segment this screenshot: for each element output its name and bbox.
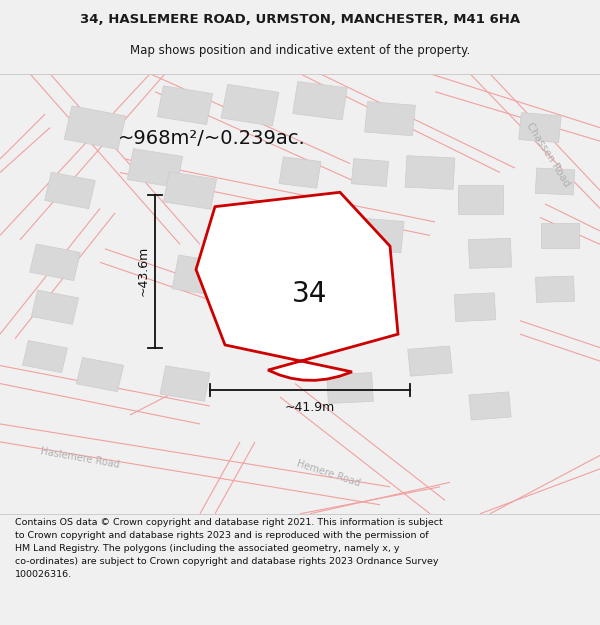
Polygon shape (536, 276, 574, 302)
Polygon shape (23, 341, 67, 372)
Text: Haslemere Road: Haslemere Road (40, 446, 121, 470)
Polygon shape (76, 357, 124, 392)
Polygon shape (64, 106, 126, 149)
Text: ~968m²/~0.239ac.: ~968m²/~0.239ac. (118, 129, 306, 148)
Text: 34: 34 (292, 280, 328, 308)
Polygon shape (356, 218, 404, 252)
Polygon shape (172, 255, 228, 296)
Text: ~41.9m: ~41.9m (285, 401, 335, 414)
Polygon shape (44, 173, 95, 209)
Polygon shape (29, 244, 80, 281)
Polygon shape (279, 157, 321, 188)
Polygon shape (31, 290, 79, 324)
Polygon shape (454, 293, 496, 322)
Polygon shape (127, 149, 182, 188)
Polygon shape (541, 222, 579, 248)
Polygon shape (405, 156, 455, 189)
Polygon shape (365, 101, 415, 136)
Polygon shape (221, 84, 279, 126)
Polygon shape (326, 372, 373, 404)
Polygon shape (160, 366, 210, 401)
Text: Map shows position and indicative extent of the property.: Map shows position and indicative extent… (130, 44, 470, 58)
Polygon shape (352, 159, 389, 186)
Polygon shape (328, 273, 373, 305)
Text: Contains OS data © Crown copyright and database right 2021. This information is : Contains OS data © Crown copyright and d… (15, 518, 443, 579)
Polygon shape (196, 192, 398, 381)
Text: 34, HASLEMERE ROAD, URMSTON, MANCHESTER, M41 6HA: 34, HASLEMERE ROAD, URMSTON, MANCHESTER,… (80, 13, 520, 26)
Polygon shape (535, 168, 575, 195)
Polygon shape (163, 172, 217, 209)
Polygon shape (408, 346, 452, 376)
Polygon shape (225, 214, 285, 257)
Polygon shape (519, 112, 561, 142)
Polygon shape (157, 86, 212, 124)
Polygon shape (458, 184, 503, 214)
Text: ~43.6m: ~43.6m (137, 246, 149, 296)
Text: Hemere Road: Hemere Road (295, 458, 361, 488)
Polygon shape (469, 238, 512, 268)
Polygon shape (469, 392, 511, 420)
Text: Chassen Road: Chassen Road (524, 121, 572, 188)
Polygon shape (293, 81, 347, 120)
